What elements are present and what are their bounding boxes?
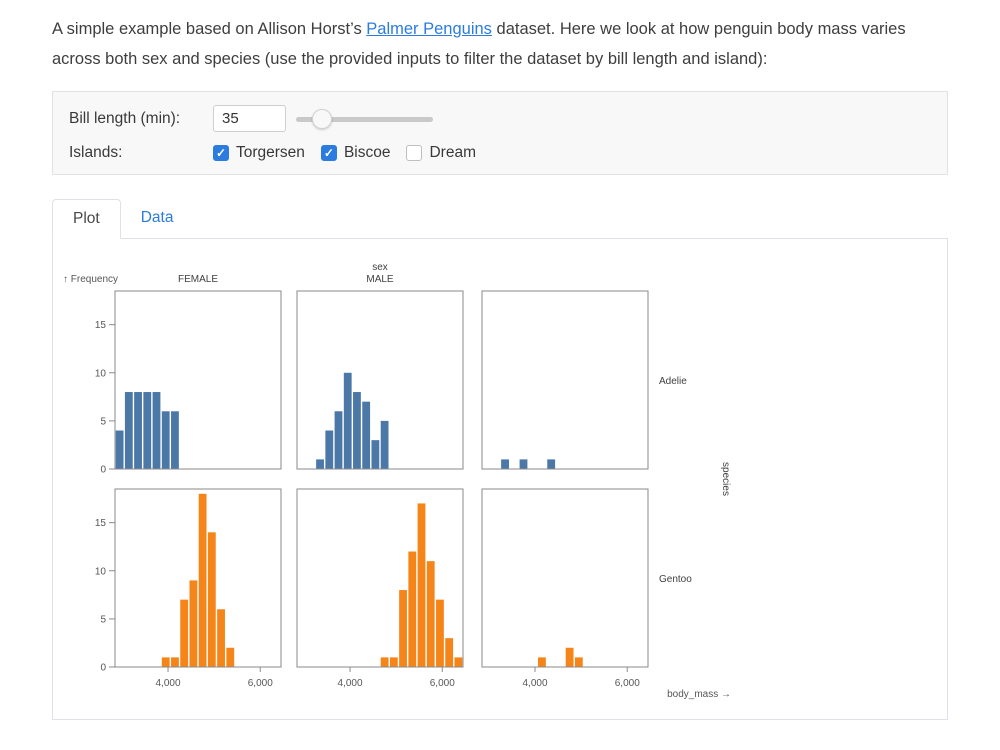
intro-after: dataset. Here we look at how penguin bod…: [52, 20, 906, 68]
histogram-bar: [454, 657, 463, 667]
histogram-bar: [152, 392, 161, 469]
histogram-bar: [547, 459, 556, 469]
histogram-bar: [171, 411, 179, 469]
x-tick-label: 6,000: [248, 678, 273, 689]
y-axis-label: ↑ Frequency: [63, 274, 118, 285]
y-tick-label: 5: [100, 614, 106, 625]
x-axis-label: body_mass →: [667, 689, 731, 700]
y-tick-label: 0: [100, 465, 106, 476]
page-content: A simple example based on Allison Horst’…: [0, 0, 1000, 720]
histogram-bar: [171, 657, 179, 667]
checkbox-box[interactable]: [320, 145, 337, 161]
bill-length-row: Bill length (min):: [69, 105, 931, 132]
histogram-bar: [316, 459, 324, 469]
checkbox-box[interactable]: [406, 145, 423, 161]
facet-row-header: species: [720, 462, 731, 496]
histogram-bar: [134, 392, 142, 469]
histogram-bar: [343, 372, 352, 469]
histogram-bar: [362, 401, 371, 469]
tab-bar: Plot Data: [52, 199, 948, 239]
island-checkbox-biscoe[interactable]: Biscoe: [320, 144, 391, 162]
facet-frame: [481, 488, 649, 668]
histogram-bar: [143, 392, 152, 469]
filter-panel: Bill length (min): Islands: Torgersen Bi…: [52, 91, 948, 175]
histogram-bar: [334, 411, 343, 469]
plot-panel: ↑ Frequency FEMALE MALE sex 0 5 10 15 0 5 10 15 4,00…: [52, 238, 948, 720]
histogram-bar: [124, 392, 133, 469]
facet-frame: [114, 488, 282, 668]
y-tick-label: 5: [100, 416, 106, 427]
histogram-bar: [445, 638, 454, 667]
histogram-bar: [353, 392, 361, 469]
facet-frame: [296, 488, 464, 668]
facet-frame: [296, 290, 464, 470]
y-tick-label: 10: [95, 368, 107, 379]
histogram-bar: [565, 647, 574, 667]
facet-frame: [114, 290, 282, 470]
facet-row-label: Adelie: [659, 376, 687, 387]
histogram-bar: [217, 609, 225, 667]
island-checkbox-torgersen[interactable]: Torgersen: [213, 144, 305, 162]
histogram-bar: [198, 493, 207, 667]
facet-col-label: FEMALE: [178, 274, 218, 285]
islands-label: Islands:: [69, 144, 123, 161]
histogram-bar: [115, 430, 124, 469]
histogram-bar: [226, 647, 235, 667]
x-tick-label: 4,000: [338, 678, 363, 689]
histogram-bar: [180, 599, 189, 667]
y-tick-label: 15: [95, 518, 107, 529]
bill-length-input[interactable]: [213, 105, 286, 132]
x-tick-label: 4,000: [156, 678, 181, 689]
histogram-bar: [574, 657, 583, 667]
y-tick-label: 15: [95, 320, 107, 331]
checkbox-label: Torgersen: [236, 144, 305, 161]
histogram-bar: [519, 459, 528, 469]
histogram-bar: [501, 459, 509, 469]
x-tick-label: 6,000: [430, 678, 455, 689]
facet-col-label: MALE: [366, 274, 394, 285]
histogram-bar: [408, 551, 417, 667]
intro-before: A simple example based on Allison Horst’…: [52, 20, 367, 38]
palmer-penguins-link[interactable]: Palmer Penguins: [366, 20, 492, 38]
islands-row: Islands: Torgersen Biscoe Dream: [69, 144, 931, 162]
histogram-bar: [389, 657, 398, 667]
histogram-bar: [436, 599, 444, 667]
tab-data[interactable]: Data: [140, 209, 174, 226]
slider-thumb[interactable]: [312, 108, 333, 129]
x-tick-label: 4,000: [523, 678, 548, 689]
histogram-bar: [417, 503, 426, 667]
y-tick-label: 10: [95, 566, 107, 577]
tab-plot[interactable]: Plot: [52, 199, 121, 239]
island-checkbox-dream[interactable]: Dream: [406, 144, 476, 162]
y-tick-label: 0: [100, 663, 106, 674]
histogram-bar: [426, 561, 435, 667]
checkbox-label: Biscoe: [343, 144, 391, 161]
histogram-bar: [380, 657, 389, 667]
bill-length-slider[interactable]: [296, 108, 433, 130]
slider-track[interactable]: [296, 116, 433, 122]
x-tick-label: 6,000: [615, 678, 640, 689]
intro-text: A simple example based on Allison Horst’…: [52, 14, 948, 74]
facet-frame: [481, 290, 649, 470]
histogram-bar: [207, 532, 216, 667]
histogram-bar: [371, 440, 380, 469]
histogram-bar: [325, 430, 334, 469]
checkbox-box[interactable]: [213, 145, 229, 161]
histogram-bar: [189, 580, 198, 667]
facet-row-label: Gentoo: [659, 574, 692, 585]
facet-col-header: sex: [372, 262, 388, 273]
histogram-bar: [161, 657, 170, 667]
histogram-bar: [399, 590, 407, 667]
histogram-bar: [380, 420, 389, 469]
bill-length-label: Bill length (min):: [69, 109, 181, 127]
histogram-bar: [161, 411, 170, 469]
histogram-bar: [538, 657, 546, 667]
checkbox-label: Dream: [429, 144, 476, 161]
